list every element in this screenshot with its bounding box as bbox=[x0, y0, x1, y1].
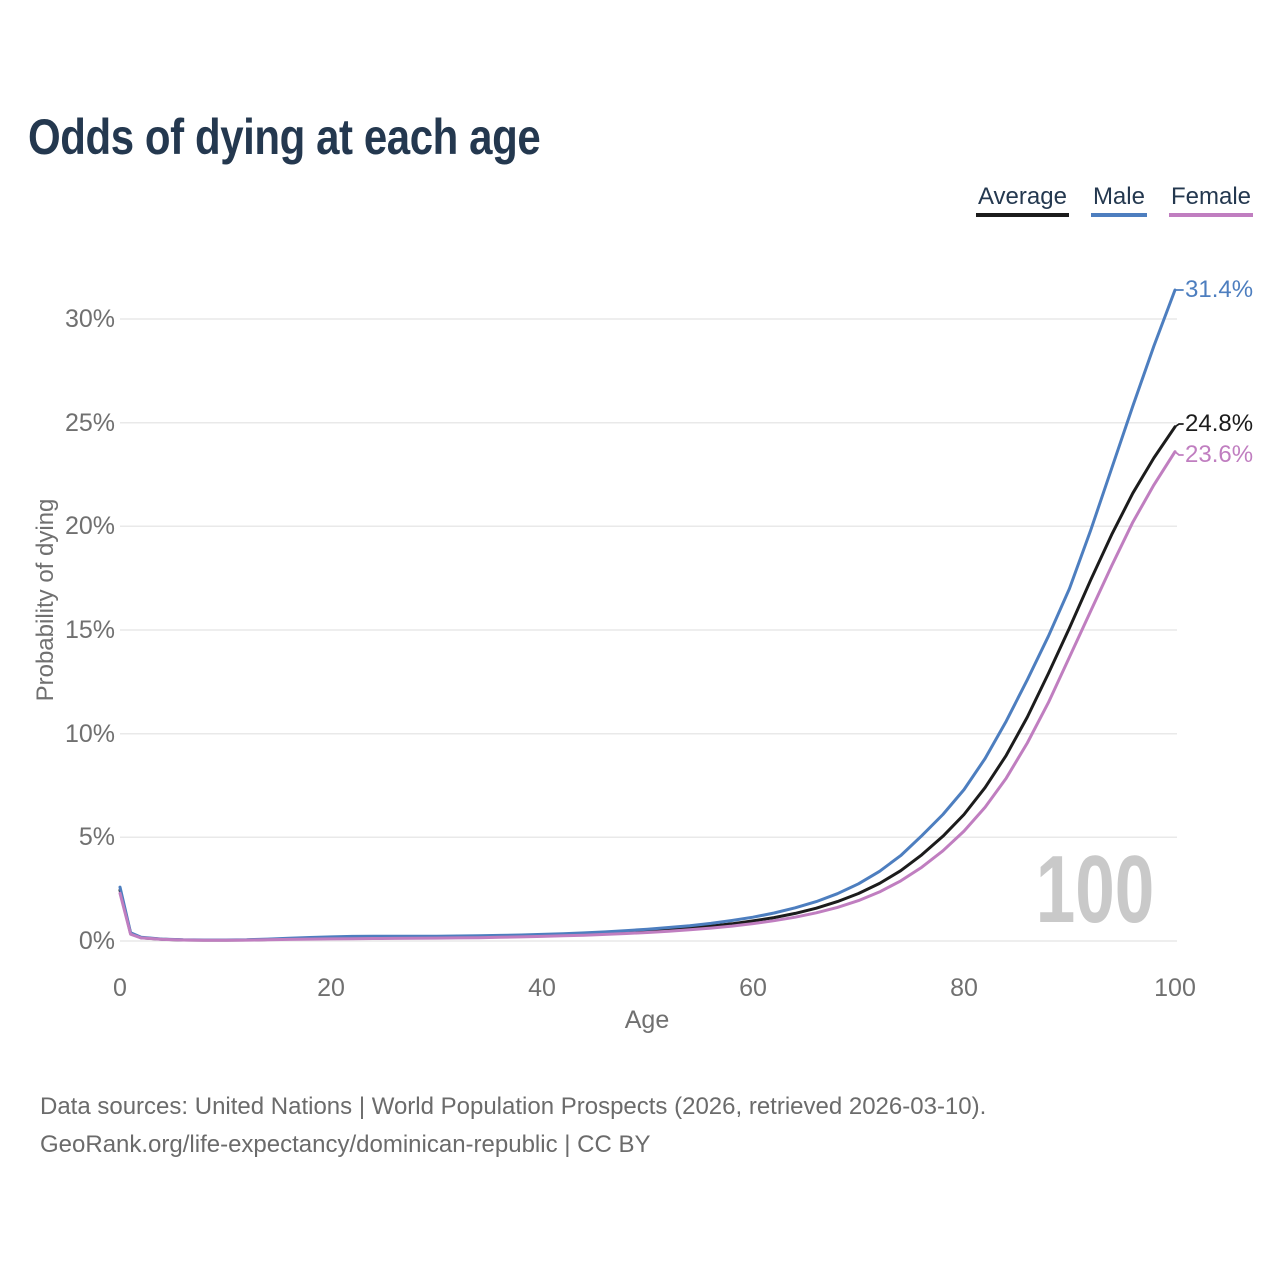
end-label-male: 31.4% bbox=[1185, 276, 1254, 303]
footer-sources: Data sources: United Nations | World Pop… bbox=[40, 1093, 987, 1120]
y-tick-30: 30% bbox=[64, 305, 115, 333]
x-axis-title: Age bbox=[624, 1006, 670, 1034]
legend-item-female[interactable]: Female bbox=[1168, 183, 1253, 217]
y-tick-5: 5% bbox=[78, 823, 115, 851]
footer: Data sources: United Nations | World Pop… bbox=[40, 1088, 986, 1164]
y-tick-25: 25% bbox=[64, 409, 115, 437]
y-tick-10: 10% bbox=[64, 720, 115, 748]
x-tick-0: 0 bbox=[113, 974, 127, 1002]
watermark-age-100: 100 bbox=[1035, 836, 1155, 943]
x-tick-80: 80 bbox=[950, 974, 978, 1002]
end-label-average: 24.8% bbox=[1185, 410, 1254, 437]
average-label-connector bbox=[1174, 423, 1184, 428]
legend-item-male[interactable]: Male bbox=[1090, 183, 1147, 217]
end-label-female: 23.6% bbox=[1185, 441, 1254, 468]
legend: Average Male Female bbox=[975, 183, 1253, 217]
legend-label-male: Male bbox=[1092, 183, 1145, 210]
x-tick-20: 20 bbox=[317, 974, 345, 1002]
legend-swatch-male bbox=[1090, 213, 1147, 217]
y-tick-15: 15% bbox=[64, 616, 115, 644]
x-tick-100: 100 bbox=[1154, 974, 1196, 1002]
y-tick-0: 0% bbox=[78, 927, 115, 955]
page-title: Odds of dying at each age bbox=[28, 109, 541, 165]
x-tick-60: 60 bbox=[739, 974, 767, 1002]
female-label-connector bbox=[1174, 450, 1184, 456]
legend-swatch-female bbox=[1168, 213, 1253, 217]
legend-label-average: Average bbox=[977, 183, 1067, 210]
footer-link: GeoRank.org/life-expectancy/dominican-re… bbox=[40, 1131, 651, 1158]
x-tick-40: 40 bbox=[528, 974, 556, 1002]
legend-item-average[interactable]: Average bbox=[975, 183, 1069, 217]
legend-swatch-average bbox=[975, 213, 1069, 217]
legend-label-female: Female bbox=[1170, 183, 1251, 210]
y-tick-20: 20% bbox=[64, 512, 115, 540]
